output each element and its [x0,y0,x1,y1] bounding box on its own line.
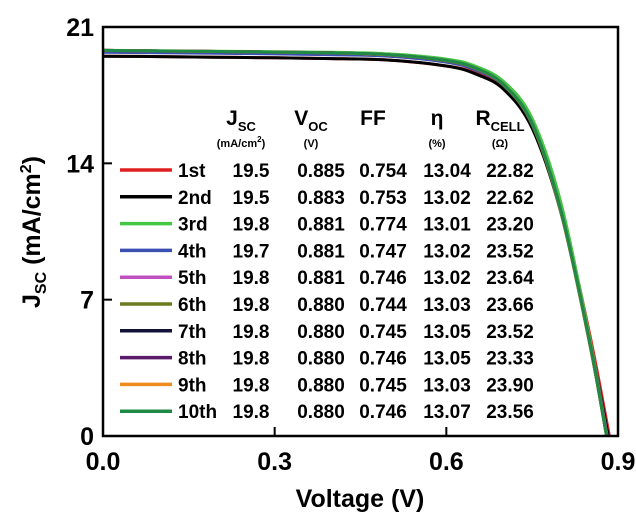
table-cell: 13.04 [423,161,471,182]
table-cell: 0.881 [297,268,345,289]
table-cell: 23.52 [486,241,534,262]
table-cell: 13.05 [423,322,471,343]
table-cell: 0.880 [297,375,345,396]
table-cell: 0.744 [359,295,407,316]
table-cell: 0.753 [359,188,407,209]
x-tick-label: 0.9 [601,448,636,476]
table-cell: 19.5 [233,161,270,182]
table-header-unit: (Ω) [492,138,508,150]
table-cell: 23.56 [486,402,534,423]
table-cell: 22.82 [486,161,534,182]
table-cell: 23.64 [486,268,534,289]
table-cell: 19.8 [233,349,270,370]
table-cell: 0.883 [297,188,345,209]
table-cell: 0.774 [359,215,407,236]
table-header-unit: (%) [428,138,445,150]
x-axis-label: Voltage (V) [296,485,425,513]
legend-label: 7th [178,322,207,343]
table-cell: 13.02 [423,268,471,289]
table-cell: 0.881 [297,241,345,262]
table-cell: 19.8 [233,375,270,396]
table-cell: 23.33 [486,349,534,370]
legend-label: 10th [178,402,217,423]
table-cell: 13.02 [423,188,471,209]
table-cell: 0.885 [297,161,345,182]
table-cell: 0.880 [297,349,345,370]
table-cell: 13.02 [423,241,471,262]
table-cell: 19.8 [233,322,270,343]
table-cell: 23.66 [486,295,534,316]
y-tick-label: 7 [80,287,94,315]
y-tick-label: 0 [80,423,94,451]
x-tick-label: 0.6 [429,448,464,476]
table-cell: 23.20 [486,215,534,236]
y-tick-label: 14 [66,150,94,178]
table-cell: 23.52 [486,322,534,343]
table-header: η [431,107,444,130]
table-cell: 0.745 [359,322,407,343]
legend-label: 1st [178,161,206,182]
legend-label: 3rd [178,215,208,236]
table-cell: 13.01 [423,215,471,236]
table-header-unit: (V) [304,138,319,150]
x-tick-label: 0.3 [257,448,292,476]
legend-label: 5th [178,268,207,289]
table-cell: 0.746 [359,349,407,370]
table-cell: 19.5 [233,188,270,209]
legend-label: 2nd [178,188,212,209]
legend-label: 6th [178,295,207,316]
table-header: FF [360,107,386,130]
x-tick-label: 0.0 [86,448,121,476]
table-cell: 13.07 [423,402,471,423]
legend-label: 4th [178,241,207,262]
table-cell: 0.746 [359,402,407,423]
table-cell: 0.880 [297,295,345,316]
table-cell: 0.881 [297,215,345,236]
table-cell: 13.03 [423,375,471,396]
legend-label: 8th [178,349,207,370]
legend-label: 9th [178,375,207,396]
table-cell: 23.90 [486,375,534,396]
table-cell: 13.03 [423,295,471,316]
table-cell: 0.745 [359,375,407,396]
table-cell: 19.8 [233,215,270,236]
table-cell: 0.746 [359,268,407,289]
table-cell: 22.62 [486,188,534,209]
table-cell: 19.8 [233,402,270,423]
table-cell: 19.7 [233,241,270,262]
table-cell: 0.880 [297,402,345,423]
table-cell: 0.747 [359,241,407,262]
table-cell: 0.754 [359,161,407,182]
table-cell: 13.05 [423,349,471,370]
table-cell: 0.880 [297,322,345,343]
table-cell: 19.8 [233,295,270,316]
y-tick-label: 21 [66,14,94,42]
table-cell: 19.8 [233,268,270,289]
